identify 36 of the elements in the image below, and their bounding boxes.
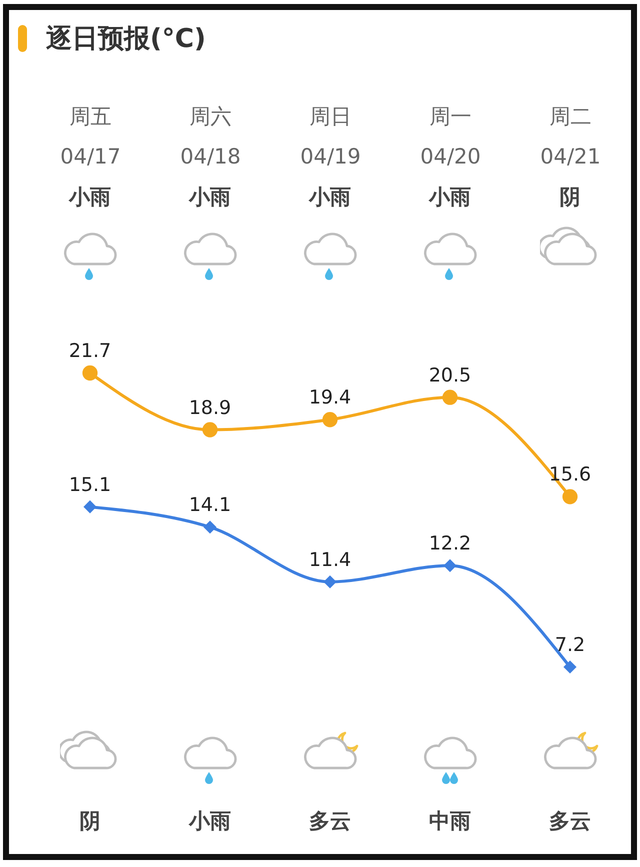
data-label: 15.6 — [548, 464, 592, 486]
data-label: 11.4 — [308, 548, 352, 571]
data-label: 19.4 — [308, 386, 352, 409]
point — [322, 412, 338, 428]
data-label: 7.2 — [554, 634, 586, 656]
point — [443, 559, 457, 572]
data-label: 15.1 — [68, 474, 112, 496]
data-label: 20.5 — [428, 364, 472, 386]
text: 阴 — [560, 185, 580, 209]
text: 小雨 — [428, 185, 471, 209]
data-label: 18.9 — [188, 396, 232, 419]
text: 中雨 — [429, 809, 471, 833]
point — [202, 422, 218, 438]
text: 多云 — [549, 809, 591, 833]
text: 小雨 — [188, 809, 231, 833]
chart-title: 逐日预报(°C) — [46, 23, 206, 56]
point — [563, 660, 577, 674]
text: 小雨 — [188, 185, 231, 209]
x-tick-label: 周一 04/20 — [420, 104, 481, 168]
point — [83, 500, 97, 514]
text: 多云 — [309, 809, 351, 833]
point — [323, 575, 337, 588]
x-tick-label: 周五 04/17 — [60, 104, 121, 168]
text: 小雨 — [68, 185, 111, 209]
text: 阴 — [80, 809, 100, 833]
x-tick-label: 周六 04/18 — [180, 104, 241, 168]
x-tick-label: 周日 04/19 — [300, 104, 361, 168]
point — [203, 520, 217, 534]
point — [442, 390, 458, 405]
point — [562, 489, 578, 504]
point — [82, 365, 98, 381]
text: 小雨 — [308, 185, 351, 209]
data-label: 21.7 — [68, 340, 112, 362]
x-tick-label: 周二 04/21 — [540, 104, 601, 168]
data-label: 12.2 — [428, 532, 472, 555]
data-label: 14.1 — [188, 494, 232, 516]
